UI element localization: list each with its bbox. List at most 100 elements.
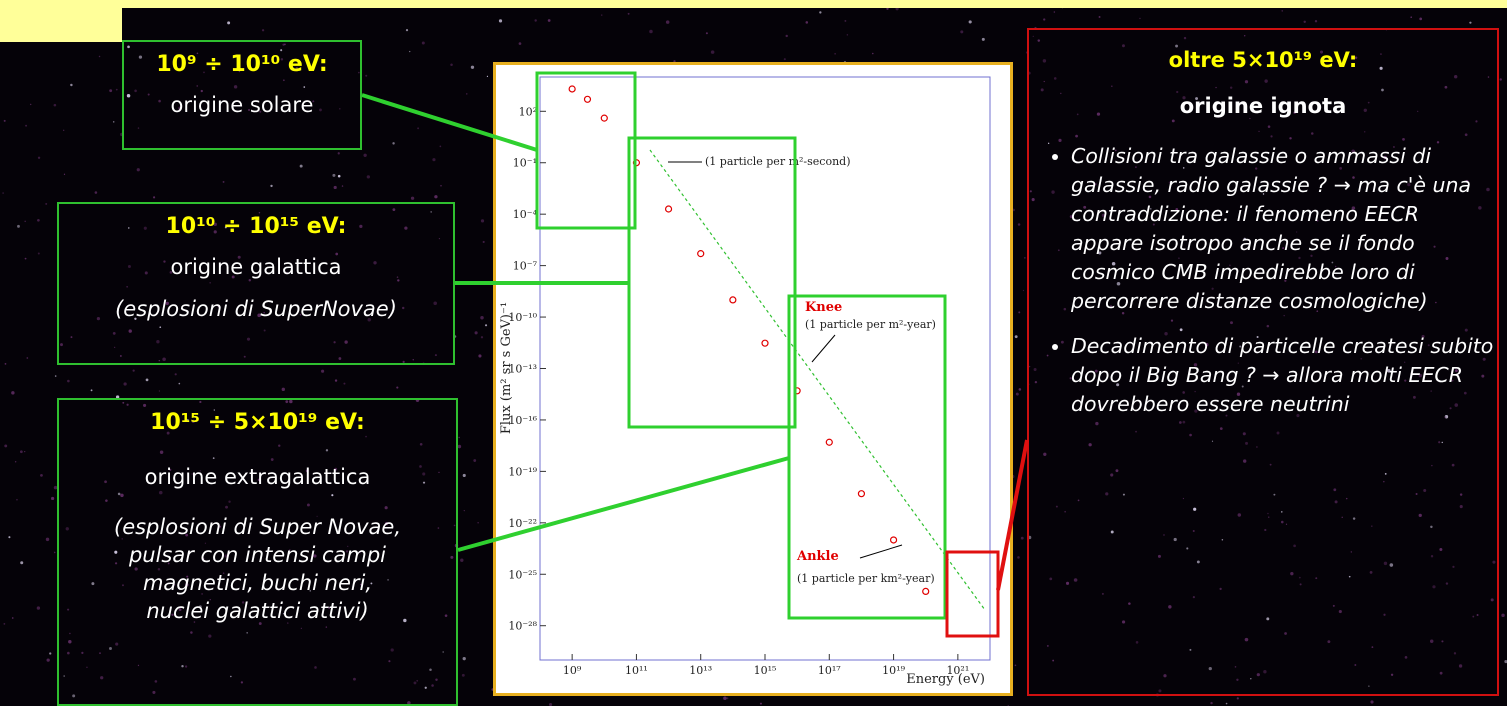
star xyxy=(1168,605,1172,609)
star xyxy=(333,185,337,190)
star xyxy=(1053,11,1056,13)
star xyxy=(300,627,302,629)
star xyxy=(1076,113,1079,116)
star xyxy=(1481,374,1485,378)
star xyxy=(405,29,409,32)
star xyxy=(25,124,28,127)
star xyxy=(115,642,119,646)
star xyxy=(1371,525,1373,527)
star xyxy=(1158,689,1162,693)
box-galactic: 10¹⁰ ÷ 10¹⁵ eV: origine galattica (esplo… xyxy=(57,202,455,365)
star xyxy=(1482,357,1486,361)
star xyxy=(154,680,158,683)
data-point xyxy=(857,490,866,498)
star xyxy=(248,279,252,282)
bullet: Collisioni tra galassie o ammassi di gal… xyxy=(1071,142,1497,316)
star xyxy=(1095,421,1099,426)
star xyxy=(365,435,367,438)
star xyxy=(199,470,201,472)
star xyxy=(844,19,847,22)
star xyxy=(285,400,289,404)
star xyxy=(309,590,311,592)
star xyxy=(69,632,71,635)
y-tick-label: 10⁻¹³ xyxy=(508,363,537,376)
star xyxy=(337,152,340,155)
star xyxy=(1229,264,1231,267)
star xyxy=(1430,525,1433,529)
star xyxy=(181,664,184,668)
star xyxy=(126,93,131,98)
star xyxy=(1210,701,1213,705)
star xyxy=(99,652,101,655)
star xyxy=(450,63,453,67)
star xyxy=(498,19,503,23)
star xyxy=(169,468,172,471)
star xyxy=(287,622,289,624)
star xyxy=(11,617,14,619)
star xyxy=(358,71,360,74)
data-point xyxy=(600,114,608,122)
star xyxy=(1040,88,1044,92)
star xyxy=(438,471,440,474)
star xyxy=(460,558,464,562)
star xyxy=(1179,328,1183,332)
star xyxy=(1043,18,1046,21)
star xyxy=(1064,510,1066,513)
star xyxy=(1487,76,1490,78)
star xyxy=(1262,193,1265,195)
star xyxy=(1258,130,1260,133)
star xyxy=(105,499,108,502)
x-tick-label: 10⁹ xyxy=(563,664,582,677)
star xyxy=(474,331,478,335)
star xyxy=(1348,575,1351,578)
star xyxy=(384,506,388,510)
star xyxy=(122,401,125,404)
star xyxy=(319,108,322,112)
star xyxy=(1182,167,1185,169)
star xyxy=(171,613,174,616)
star xyxy=(158,490,163,495)
highlight xyxy=(945,550,1000,638)
star xyxy=(1267,512,1269,515)
star xyxy=(457,444,462,449)
star xyxy=(1171,119,1175,123)
star xyxy=(1182,391,1185,394)
header-strip xyxy=(0,0,1507,8)
star xyxy=(230,675,232,678)
star xyxy=(1415,493,1418,496)
box-text: (esplosioni di Super Novae, xyxy=(114,515,401,539)
star xyxy=(819,11,822,14)
star xyxy=(1354,56,1358,59)
star xyxy=(152,690,156,694)
star xyxy=(341,185,344,187)
star xyxy=(257,478,261,482)
star xyxy=(158,359,161,362)
star xyxy=(1430,555,1434,558)
star xyxy=(1267,125,1271,128)
star xyxy=(109,647,112,650)
star xyxy=(462,473,466,478)
box-text: nuclei galattici attivi) xyxy=(146,599,369,623)
data-point xyxy=(697,250,705,258)
star xyxy=(19,450,23,454)
star xyxy=(332,173,336,177)
star xyxy=(134,89,137,93)
star xyxy=(37,156,41,159)
star xyxy=(166,431,170,435)
star xyxy=(1476,614,1479,616)
star xyxy=(397,279,400,282)
star xyxy=(1286,242,1289,245)
star xyxy=(1069,377,1072,380)
star xyxy=(100,676,104,680)
star xyxy=(121,538,124,540)
star xyxy=(627,12,630,15)
star xyxy=(246,632,248,634)
star xyxy=(1046,354,1049,357)
star xyxy=(1392,146,1395,148)
star xyxy=(1043,80,1045,83)
star xyxy=(263,329,266,332)
star xyxy=(1098,405,1102,409)
star xyxy=(410,196,415,200)
star xyxy=(233,85,238,89)
star xyxy=(1360,357,1363,360)
